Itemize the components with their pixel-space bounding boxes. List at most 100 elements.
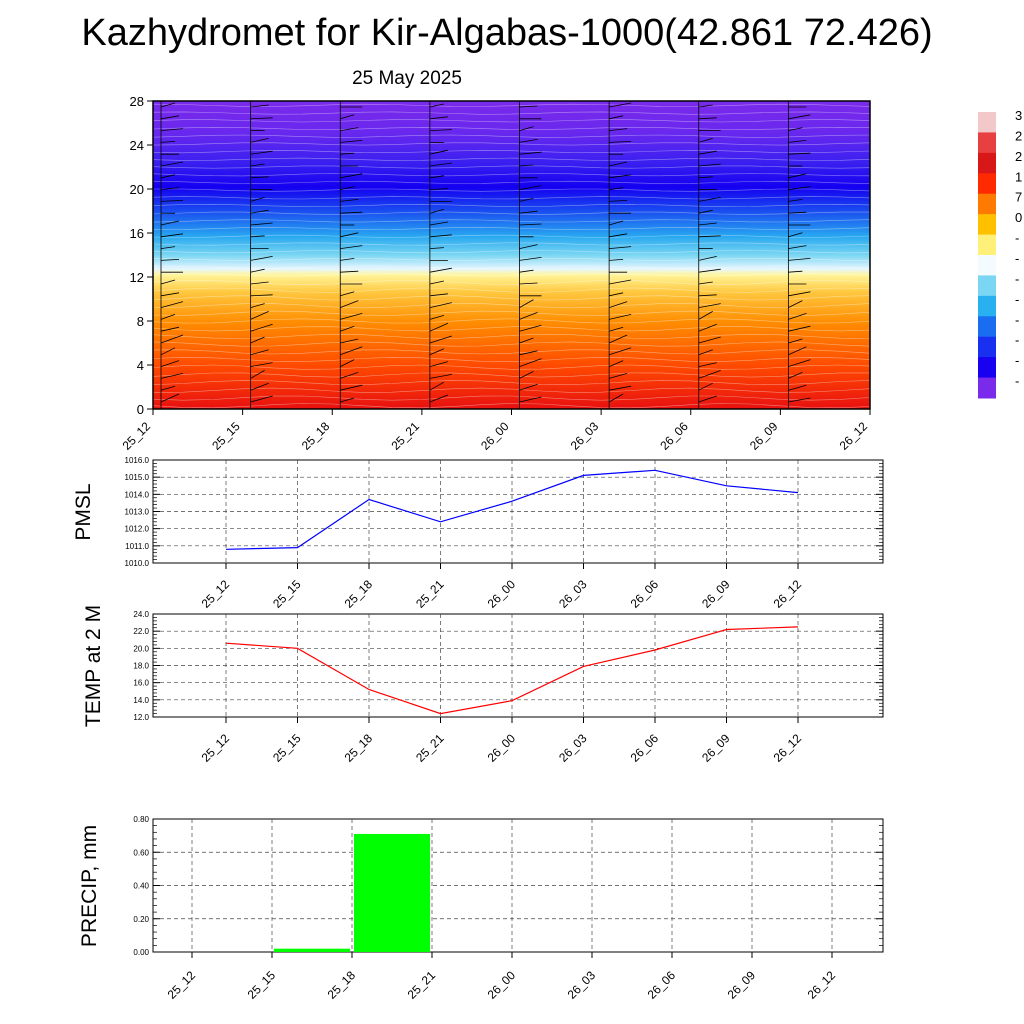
wind-barb	[250, 256, 273, 261]
wind-barb	[878, 382, 900, 390]
wind-barb	[160, 373, 184, 379]
wind-barb	[609, 161, 628, 167]
wind-barb	[340, 232, 359, 238]
colorbar-swatch	[978, 357, 996, 379]
wind-barb	[878, 315, 900, 319]
wind-barb	[429, 129, 452, 131]
wind-barb	[340, 245, 363, 249]
x-tick-label: 25_18	[325, 968, 359, 1002]
x-tick-label: 25_21	[413, 731, 447, 765]
y-tick-label: 8	[137, 314, 144, 329]
y-tick-label: 20.0	[133, 644, 149, 653]
wind-barb	[429, 302, 452, 308]
wind-barb	[519, 139, 538, 143]
y-tick-label: 0.20	[133, 915, 149, 924]
x-tick-label: 26_03	[556, 731, 590, 765]
wind-barb	[250, 176, 269, 179]
wind-barb	[519, 105, 538, 108]
wind-barb	[429, 116, 448, 120]
wind-barb	[609, 326, 624, 332]
wind-barb	[878, 323, 892, 331]
pmsl-axis-label: PMSL	[72, 483, 95, 540]
wind-barb	[250, 281, 269, 285]
x-tick-label: 26_09	[699, 731, 733, 765]
wind-barb	[429, 188, 448, 190]
wind-barb	[878, 176, 900, 178]
colorbar-swatch	[978, 234, 996, 256]
wind-barb	[609, 292, 624, 297]
wind-barb	[608, 334, 628, 344]
y-tick-label: 1012.0	[125, 525, 150, 534]
x-tick-label: 25_15	[270, 577, 304, 611]
y-tick-label: 1015.0	[125, 473, 150, 482]
wind-barb	[878, 303, 896, 308]
wind-barb	[519, 257, 542, 261]
wind-barb	[878, 349, 900, 355]
wind-barb	[878, 395, 892, 402]
wind-barb	[250, 235, 265, 238]
wind-barb	[609, 200, 628, 202]
wind-barb	[698, 163, 721, 167]
wind-barb	[160, 128, 184, 131]
wind-barb	[878, 104, 900, 107]
y-tick-label: 14.0	[133, 696, 149, 705]
isotherm-line	[153, 242, 870, 246]
isotherm-line	[153, 180, 870, 184]
isotherm-line	[153, 356, 870, 362]
precip-panel: PRECIP, mm 0.00 0.20 0.40 0.60 0.80 25_12 25_…	[78, 815, 884, 1002]
isotherm-line	[153, 227, 870, 231]
wind-barb	[788, 173, 807, 179]
wind-barb	[608, 301, 628, 308]
isotherm-line	[153, 150, 870, 154]
wind-barb	[160, 360, 180, 367]
wind-barb	[788, 270, 803, 273]
wind-barb	[429, 335, 452, 344]
wind-barb	[609, 128, 628, 131]
wind-barb	[609, 347, 632, 356]
wind-barb	[340, 300, 359, 308]
x-tick-label: 26_00	[478, 419, 512, 453]
colorbar-label: -	[1015, 333, 1019, 348]
wind-barb	[609, 385, 632, 391]
wind-barb	[519, 312, 538, 320]
wind-barbs	[160, 101, 900, 409]
y-tick-label: 12	[130, 270, 144, 285]
wind-barb	[698, 336, 721, 344]
wind-barb	[250, 294, 273, 297]
wind-barb	[519, 350, 538, 356]
temp-series-line	[225, 626, 799, 715]
x-tick-label: 26_12	[771, 577, 805, 611]
colorbar-swatch	[978, 173, 996, 195]
pmsl-series-line	[225, 469, 799, 550]
wind-barb	[250, 117, 273, 120]
wind-barb	[698, 235, 721, 238]
wind-barb	[160, 326, 180, 332]
colorbar-label: -	[1015, 374, 1019, 389]
wind-barb	[878, 130, 896, 131]
precip-bar	[354, 833, 430, 952]
wind-barb	[609, 187, 624, 190]
wind-barb	[429, 221, 448, 226]
isotherm-line	[153, 403, 870, 409]
wind-barb	[519, 126, 534, 131]
x-tick-label: 26_12	[805, 968, 839, 1002]
wind-barb	[429, 208, 444, 214]
x-tick-label: 26_00	[485, 577, 519, 611]
wind-barb	[878, 362, 892, 367]
wind-barb	[519, 269, 534, 273]
wind-barb	[340, 270, 359, 273]
wind-barb	[698, 323, 717, 332]
wind-barb	[340, 313, 363, 320]
chart-title: Kazhydromet for Kir-Algabas-1000(42.861 …	[81, 12, 932, 54]
colorbar-label: 0	[1015, 210, 1022, 225]
wind-barb	[250, 268, 265, 273]
wind-barb	[160, 246, 176, 249]
wind-barb	[250, 323, 273, 332]
wind-barb	[698, 150, 717, 155]
wind-barb	[340, 346, 363, 356]
x-tick-label: 26_09	[699, 577, 733, 611]
wind-barb	[788, 291, 811, 297]
x-tick-label: 26_06	[657, 419, 691, 453]
y-tick-label: 1014.0	[125, 490, 150, 499]
wind-barb	[878, 163, 896, 166]
